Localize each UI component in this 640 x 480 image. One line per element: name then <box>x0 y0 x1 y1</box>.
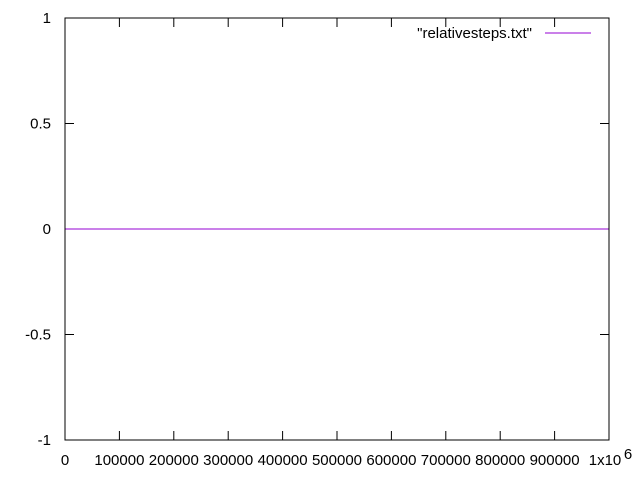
x-tick-label: 200000 <box>149 452 199 469</box>
x-tick-label: 800000 <box>475 452 525 469</box>
x-tick-label: 500000 <box>312 452 362 469</box>
x-tick-label: 700000 <box>421 452 471 469</box>
x-tick-label: 300000 <box>203 452 253 469</box>
y-tick-label: -1 <box>38 432 51 449</box>
x-tick-label: 0 <box>61 452 69 469</box>
y-tick-label: 1 <box>43 10 51 27</box>
y-tick-label: 0 <box>43 221 51 238</box>
y-tick-label: 0.5 <box>30 116 51 133</box>
y-tick-labels: 1 0.5 0 -0.5 -1 <box>25 10 51 449</box>
x-tick-label: 900000 <box>530 452 580 469</box>
y-tick-label: -0.5 <box>25 327 51 344</box>
legend: "relativesteps.txt" <box>417 25 591 42</box>
plot-frame <box>64 17 610 441</box>
x-tick-label: 400000 <box>258 452 308 469</box>
legend-label: "relativesteps.txt" <box>417 25 532 42</box>
x-tick-label: 1x10 <box>589 452 622 469</box>
x-tick-label: 600000 <box>366 452 416 469</box>
x-tick-label-exponent: 6 <box>624 446 632 463</box>
x-tick-labels: 0 100000 200000 300000 400000 500000 600000 700… <box>61 446 632 469</box>
x-tick-label: 100000 <box>94 452 144 469</box>
